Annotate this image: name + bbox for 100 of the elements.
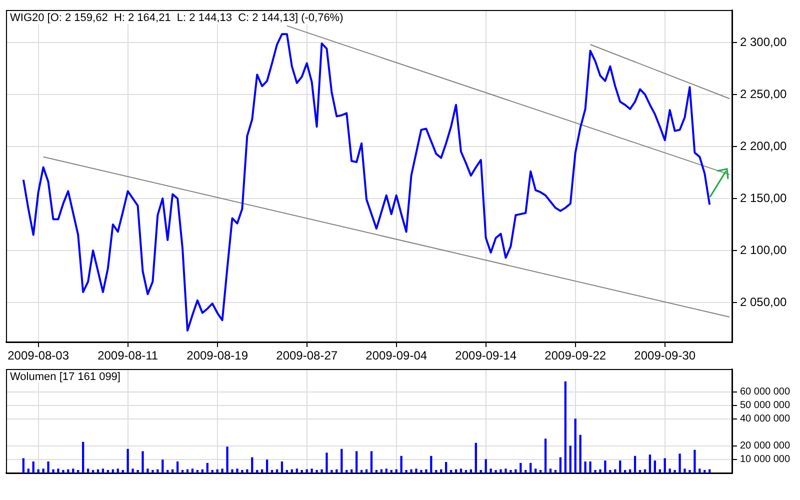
bar xyxy=(270,470,274,473)
x-tick-label: 2009-09-04 xyxy=(366,348,428,363)
chart-title: WIG20 [O: 2 159,62 H: 2 164,21 L: 2 144,13 C: 2 144,13] (-0,76%) xyxy=(10,12,344,24)
bar xyxy=(126,448,129,473)
bar xyxy=(286,470,288,473)
y-tick-label: 20 000 000 xyxy=(740,440,790,452)
bar xyxy=(102,468,104,473)
bar xyxy=(480,470,482,473)
bar xyxy=(594,470,596,473)
y-tick-label: 40 000 000 xyxy=(740,414,790,425)
bar xyxy=(694,450,696,473)
bar xyxy=(420,470,422,473)
bar xyxy=(584,461,586,473)
bar xyxy=(559,457,562,473)
bar xyxy=(624,470,626,473)
bar xyxy=(698,468,701,473)
bar xyxy=(494,470,497,473)
x-tick-label: 2009-09-30 xyxy=(634,348,696,363)
chart-title: Wolumen [17 161 099] xyxy=(10,371,120,384)
bar xyxy=(166,470,169,473)
bar xyxy=(634,456,636,473)
bar xyxy=(136,470,139,473)
bar xyxy=(346,470,348,473)
bar xyxy=(664,458,666,473)
x-tick-label: 2009-09-14 xyxy=(455,348,517,363)
bar xyxy=(544,438,547,473)
bar xyxy=(648,454,652,473)
bar xyxy=(534,468,537,473)
bar xyxy=(405,470,408,473)
bar xyxy=(460,468,462,473)
bar xyxy=(450,470,452,473)
bar xyxy=(444,462,448,473)
bar xyxy=(280,461,284,473)
bar xyxy=(86,468,90,473)
bar xyxy=(678,454,681,473)
bar xyxy=(370,451,373,473)
y-tick-label: 50 000 000 xyxy=(740,400,790,412)
bar xyxy=(524,470,527,473)
bar xyxy=(196,470,199,473)
bar xyxy=(42,468,44,473)
bar xyxy=(251,457,254,473)
y-tick-label: 2 300,00 xyxy=(740,34,788,49)
bar xyxy=(638,470,642,473)
bar xyxy=(430,456,432,473)
bar xyxy=(355,451,358,473)
bar xyxy=(206,462,208,473)
bar xyxy=(52,469,54,473)
x-tick-label: 2009-08-27 xyxy=(276,348,338,363)
bar xyxy=(336,469,338,473)
bar xyxy=(191,468,194,473)
bar xyxy=(415,468,418,473)
bar xyxy=(106,470,110,473)
bar xyxy=(539,470,542,473)
y-tick-label: 2 100,00 xyxy=(740,242,788,257)
bar xyxy=(684,468,686,473)
bar xyxy=(490,468,492,473)
bar xyxy=(256,470,258,473)
bar xyxy=(266,460,268,473)
bar xyxy=(400,456,402,473)
bar xyxy=(330,470,333,473)
bar xyxy=(390,470,392,473)
bar xyxy=(62,470,64,473)
bar xyxy=(47,461,50,473)
bar xyxy=(599,469,602,473)
bar xyxy=(500,469,502,473)
bar xyxy=(514,469,517,473)
bar xyxy=(122,470,124,473)
bar xyxy=(704,470,706,473)
bar xyxy=(142,451,144,473)
bar xyxy=(410,469,412,473)
x-tick-label: 2009-09-22 xyxy=(544,348,606,363)
bar xyxy=(326,452,328,473)
bar xyxy=(226,446,228,473)
y-tick-label: 2 150,00 xyxy=(740,190,788,205)
bar xyxy=(604,460,606,473)
bar xyxy=(674,470,676,473)
bar xyxy=(474,442,477,473)
bar xyxy=(32,461,34,473)
y-tick-label: 60 000 000 xyxy=(740,386,790,398)
x-tick-label: 2009-08-19 xyxy=(186,348,248,363)
bar xyxy=(152,470,154,473)
bar xyxy=(221,468,224,473)
bar xyxy=(504,468,507,473)
bar xyxy=(300,470,303,473)
y-tick-label: 10 000 000 xyxy=(740,454,790,466)
bar xyxy=(72,468,74,473)
bar xyxy=(176,461,179,473)
bar xyxy=(231,469,234,473)
bar xyxy=(181,470,184,473)
bar xyxy=(296,468,298,473)
y-tick-label: 2 050,00 xyxy=(740,294,788,309)
bar xyxy=(464,470,468,473)
bar xyxy=(549,468,552,473)
bar xyxy=(360,470,363,473)
bar xyxy=(609,470,612,473)
bar xyxy=(92,470,94,473)
bar xyxy=(375,470,378,473)
bar xyxy=(211,470,214,473)
bar xyxy=(589,461,592,473)
bar xyxy=(564,381,566,473)
